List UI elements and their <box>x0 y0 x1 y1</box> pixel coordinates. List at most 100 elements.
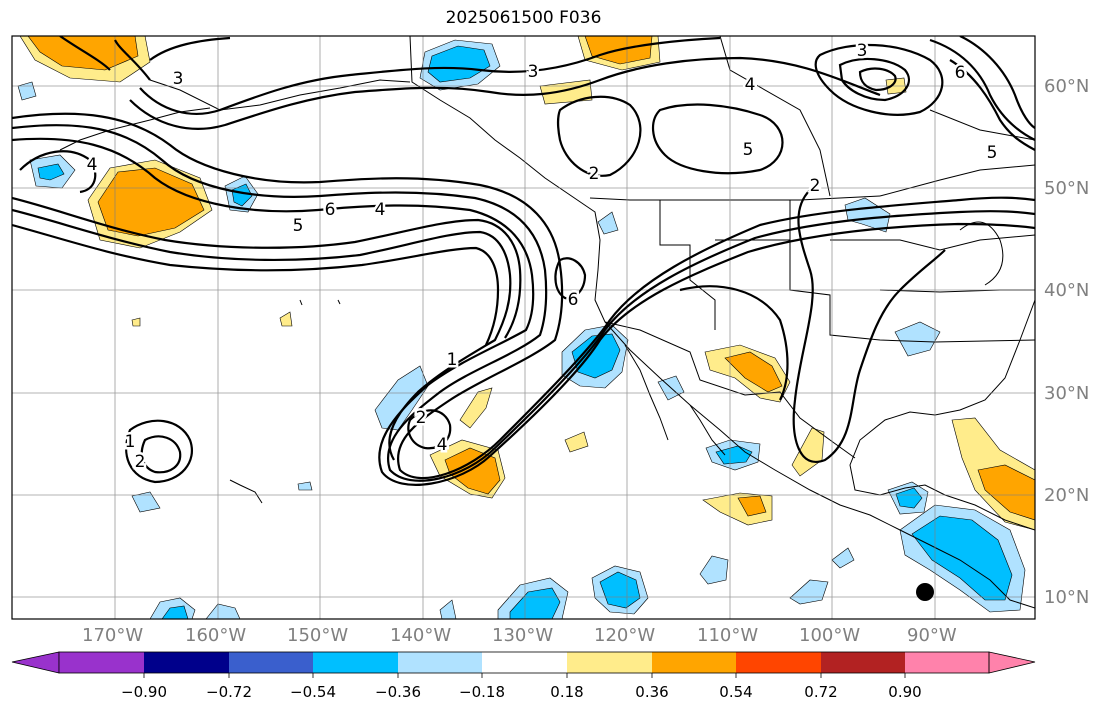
colorbar-tick-label: 0.72 <box>804 683 838 701</box>
lat-label-40n: 40°N <box>1044 280 1090 301</box>
contour-label: 5 <box>987 143 998 163</box>
contour-label: 1 <box>125 432 136 452</box>
contour-label: 5 <box>743 140 754 160</box>
positive-anomaly-region <box>459 387 493 429</box>
negative-anomaly-region <box>597 211 619 235</box>
lon-label-160w: 160°W <box>185 625 247 646</box>
negative-anomaly-region <box>297 481 313 491</box>
contour-lines <box>12 36 1035 486</box>
lat-label-30n: 30°N <box>1044 383 1090 404</box>
contour-label: 3 <box>173 69 184 89</box>
positive-anomaly-region <box>737 495 767 517</box>
contour-label: 5 <box>293 216 304 236</box>
colorbar-segment <box>482 652 567 673</box>
contour-label: 3 <box>528 62 539 82</box>
lat-label-10n: 10°N <box>1044 587 1090 608</box>
contour-label: 2 <box>135 452 146 472</box>
negative-anomaly-region <box>895 487 923 509</box>
colorbar-segment <box>144 652 229 673</box>
negative-anomaly-region <box>17 81 37 101</box>
contour-label: 4 <box>437 435 448 455</box>
contour-label: 2 <box>810 176 821 196</box>
lon-label-110w: 110°W <box>697 625 759 646</box>
contour-label: 2 <box>416 408 427 428</box>
map-frame <box>11 35 1036 620</box>
colorbar <box>11 651 1036 678</box>
colorbar-segment <box>229 652 313 673</box>
negative-anomaly-region <box>231 183 253 207</box>
colorbar-tick-label: −0.18 <box>459 683 505 701</box>
negative-anomaly-region <box>205 603 241 619</box>
negative-anomaly-region <box>161 605 189 619</box>
colorbar-segment <box>313 652 398 673</box>
negative-anomaly-region <box>911 515 1013 601</box>
gridlines <box>12 36 1035 619</box>
positive-anomaly-region <box>564 431 589 453</box>
colorbar-segment <box>905 652 989 673</box>
contour-label: 2 <box>589 164 600 184</box>
coastlines <box>59 36 1035 609</box>
negative-anomaly-region <box>699 555 729 585</box>
positive-anomaly-region <box>279 311 293 327</box>
negative-anomaly-region <box>427 45 491 83</box>
colorbar-tick-label: −0.72 <box>206 683 252 701</box>
colorbar-segment <box>398 652 482 673</box>
contour-label: 4 <box>745 75 756 95</box>
lon-label-150w: 150°W <box>287 625 349 646</box>
contour-label-layer: 3 3 4 6 5 5 3 2 2 5 6 4 4 6 1 2 4 1 2 <box>84 39 1000 475</box>
colorbar-tick-label: 0.54 <box>719 683 753 701</box>
colorbar-extend-high <box>988 651 1036 674</box>
positive-anomaly-region <box>539 79 593 105</box>
lat-label-50n: 50°N <box>1044 178 1090 199</box>
colorbar-frame <box>58 651 990 674</box>
negative-anomaly-region <box>894 321 941 357</box>
positive-anomaly-region <box>977 464 1035 521</box>
lon-label-130w: 130°W <box>492 625 554 646</box>
contour-label: 4 <box>87 155 98 175</box>
negative-anomaly-region <box>789 579 829 605</box>
colorbar-tick-label: −0.54 <box>290 683 336 701</box>
lat-label-20n: 20°N <box>1044 485 1090 506</box>
contour-label: 6 <box>325 200 336 220</box>
lon-label-120w: 120°W <box>594 625 656 646</box>
negative-anomaly-region <box>131 491 161 513</box>
colorbar-segment <box>652 652 736 673</box>
negative-anomaly-region <box>571 333 621 379</box>
colorbar-tick-label: 0.90 <box>888 683 922 701</box>
positive-anomaly-region <box>97 167 205 237</box>
colorbar-segment <box>821 652 905 673</box>
chart-title: 2025061500 F036 <box>445 8 602 28</box>
contour-label: 4 <box>375 200 386 220</box>
colorbar-tick-label: −0.90 <box>121 683 167 701</box>
contour-label: 1 <box>447 350 458 370</box>
lat-label-60n: 60°N <box>1044 76 1090 97</box>
colorbar-tick-label: 0.18 <box>550 683 584 701</box>
location-marker <box>916 583 934 601</box>
negative-anomaly-region <box>37 163 65 181</box>
anomaly-shading <box>17 36 1035 619</box>
positive-anomaly-region <box>131 317 141 327</box>
negative-anomaly-region <box>599 571 641 609</box>
colorbar-segment <box>59 652 144 673</box>
lon-label-140w: 140°W <box>390 625 452 646</box>
negative-anomaly-region <box>439 599 457 619</box>
contour-label: 3 <box>857 41 868 61</box>
colorbar-tick-label: −0.36 <box>375 683 421 701</box>
lon-label-100w: 100°W <box>799 625 861 646</box>
negative-anomaly-region <box>831 547 855 569</box>
colorbar-segment <box>567 652 652 673</box>
negative-anomaly-region <box>509 587 561 619</box>
positive-anomaly-region <box>791 427 825 477</box>
positive-anomaly-region <box>27 36 139 71</box>
contour-label: 6 <box>568 290 579 310</box>
positive-anomaly-region <box>724 351 783 393</box>
negative-anomaly-region <box>844 197 891 233</box>
colorbar-extend-low <box>11 651 60 674</box>
colorbar-segment <box>736 652 821 673</box>
lon-label-170w: 170°W <box>82 625 144 646</box>
lon-label-90w: 90°W <box>907 625 957 646</box>
contour-label: 6 <box>955 63 966 83</box>
negative-anomaly-region <box>374 365 429 431</box>
colorbar-tick-label: 0.36 <box>635 683 669 701</box>
